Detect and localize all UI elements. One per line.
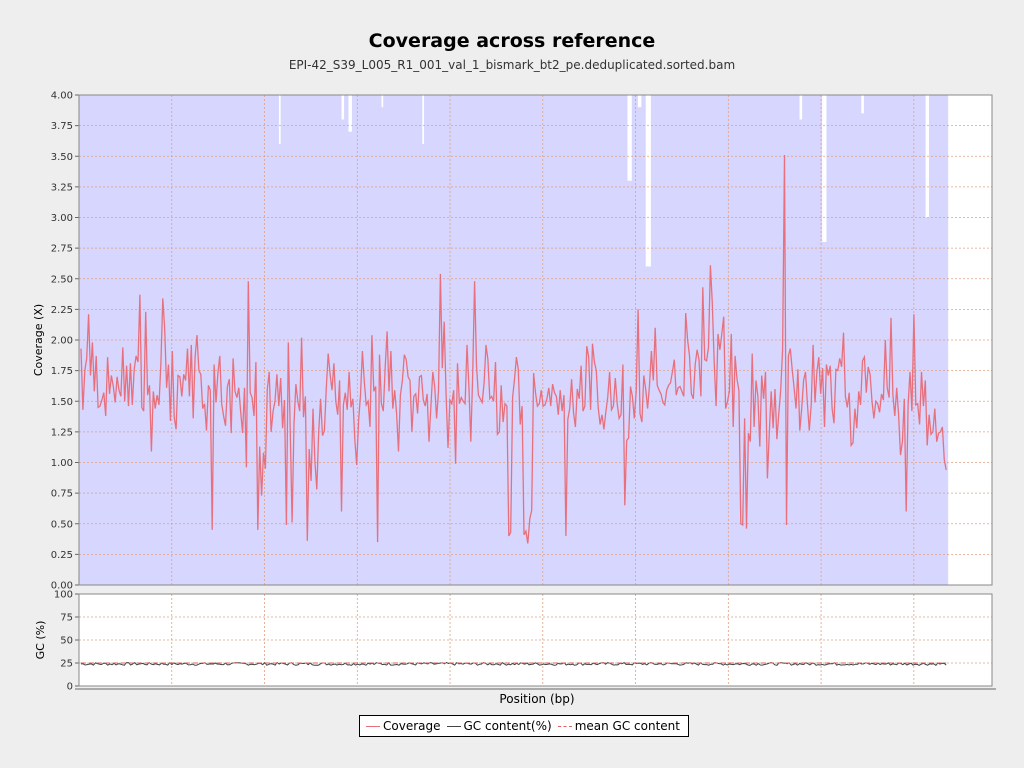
legend-label-mean-gc: mean GC content (574, 719, 680, 733)
coverage-ytick-label-2: 0.50 (51, 519, 73, 530)
band-gap-6 (637, 95, 642, 108)
coverage-series-line (80, 154, 947, 544)
chart-title: Coverage across reference (368, 30, 656, 52)
coverage-ytick-label-1: 0.25 (51, 550, 73, 561)
chart-subtitle: EPI-42_S39_L005_R1_001_val_1_bismark_bt2… (288, 58, 736, 72)
band-gap-0 (278, 95, 281, 144)
gc-ytick-label-3: 75 (60, 613, 73, 624)
coverage-ytick-label-6: 1.50 (51, 397, 73, 408)
gc-ytick-label-1: 25 (60, 659, 73, 670)
band-gap-10 (861, 95, 864, 114)
gc-ytick-label-4: 100 (54, 590, 73, 601)
x-axis-label: Position (bp) (499, 692, 575, 706)
legend-swatch-gc-content (446, 725, 461, 727)
band-gap-2 (348, 95, 352, 132)
band-gap-4 (422, 95, 425, 144)
coverage-ytick-label-12: 3.00 (51, 213, 73, 224)
coverage-ytick-label-11: 2.75 (51, 244, 73, 255)
band-gap-7 (645, 95, 651, 267)
gc-y-axis-label: GC (%) (34, 621, 47, 660)
legend-label-gc-content: GC content(%) (463, 719, 552, 733)
coverage-ytick-label-3: 0.75 (51, 489, 73, 500)
band-gap-9 (822, 95, 827, 242)
coverage-ytick-label-10: 2.50 (51, 274, 73, 285)
band-gap-1 (341, 95, 345, 120)
gc-plot-border (78, 593, 993, 687)
band-gap-8 (799, 95, 803, 120)
legend-swatch-mean-gc (557, 725, 572, 727)
coverage-ytick-label-9: 2.25 (51, 305, 73, 316)
legend-item-gc-content: GC content(%) (445, 719, 552, 733)
coverage-ytick-label-8: 2.00 (51, 336, 73, 347)
coverage-ytick-label-4: 1.00 (51, 458, 73, 469)
gc-ytick-label-2: 50 (60, 636, 73, 647)
band-gap-5 (627, 95, 632, 181)
coverage-y-axis-label: Coverage (X) (32, 304, 45, 376)
coverage-ytick-label-5: 1.25 (51, 427, 73, 438)
coverage-ytick-label-16: 4.00 (51, 91, 73, 102)
legend: Coverage GC content(%) mean GC content (359, 715, 689, 737)
coverage-plot-border (78, 94, 993, 586)
legend-swatch-coverage (366, 725, 380, 727)
legend-item-coverage: Coverage (364, 719, 441, 733)
coverage-ytick-label-14: 3.50 (51, 152, 73, 163)
coverage-ytick-label-13: 3.25 (51, 182, 73, 193)
legend-item-mean-gc: mean GC content (556, 719, 680, 733)
coverage-range-band (79, 95, 949, 585)
coverage-ytick-label-15: 3.75 (51, 121, 73, 132)
coverage-ytick-label-7: 1.75 (51, 366, 73, 377)
coverage-ytick-label-0: 0.00 (51, 581, 73, 592)
band-gap-3 (381, 95, 384, 108)
legend-label-coverage: Coverage (383, 719, 441, 733)
gc-ytick-label-0: 0 (67, 682, 73, 693)
